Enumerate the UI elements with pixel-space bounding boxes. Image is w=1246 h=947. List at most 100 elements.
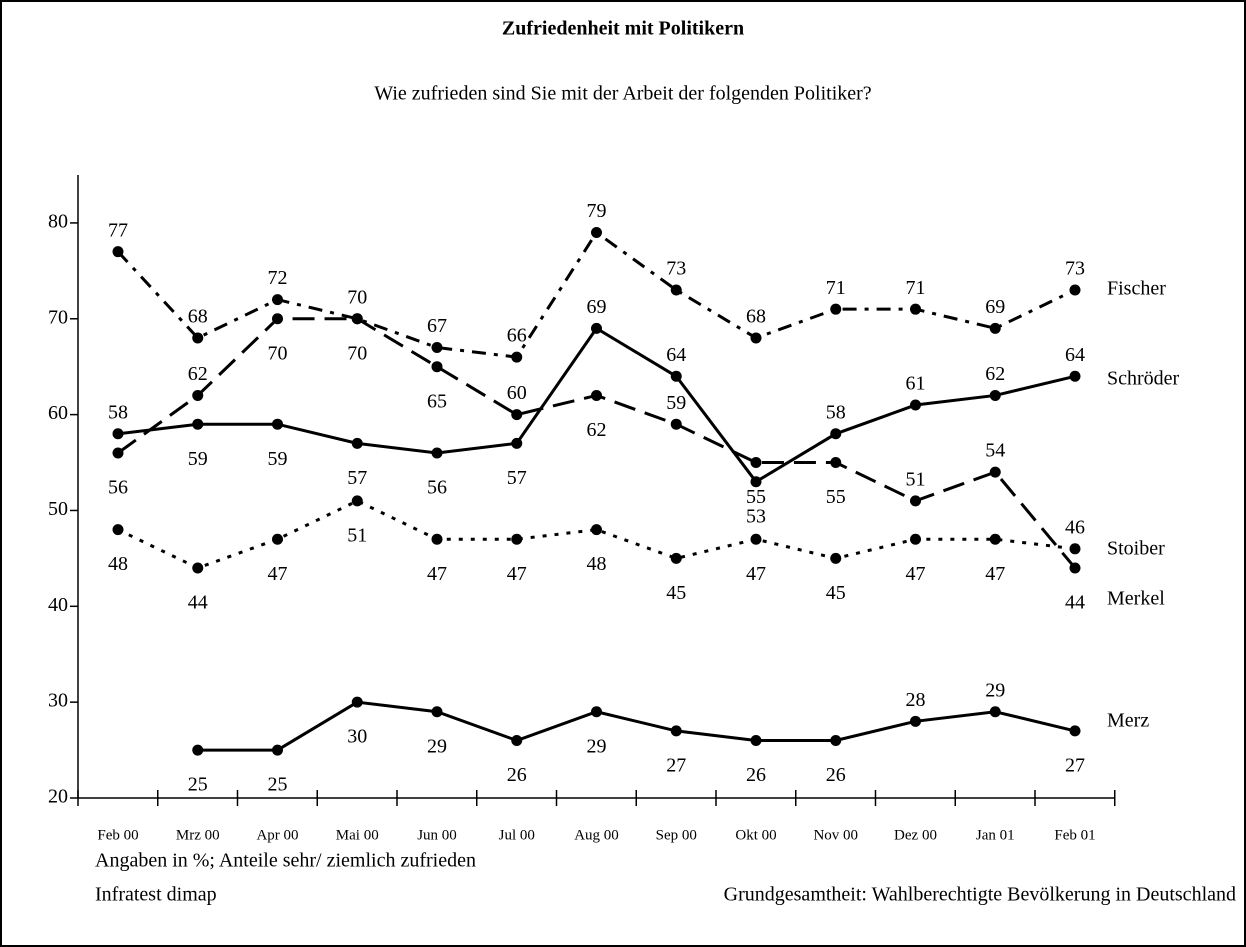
- x-tick-label: Feb 01: [1054, 827, 1095, 843]
- series-line: [197, 700, 1076, 752]
- data-label: 58: [826, 401, 846, 423]
- data-label: 73: [666, 258, 686, 280]
- data-label: 69: [985, 296, 1005, 318]
- data-label: 70: [347, 286, 367, 308]
- data-label: 47: [507, 563, 527, 585]
- point: [670, 418, 682, 430]
- note: Infratest dimap: [95, 884, 217, 906]
- data-label: 62: [985, 363, 1005, 385]
- point: [1069, 543, 1081, 555]
- data-label: 25: [268, 774, 288, 796]
- y-tick-label: 30: [48, 690, 68, 712]
- point: [750, 457, 762, 469]
- data-label: 59: [666, 392, 686, 414]
- legend-label: Merz: [1107, 710, 1149, 732]
- point: [192, 744, 204, 756]
- data-label: 51: [347, 524, 367, 546]
- data-label: 64: [666, 344, 686, 366]
- y-tick-label: 20: [48, 786, 68, 808]
- point: [192, 332, 204, 344]
- x-tick-label: Mai 00: [336, 827, 379, 843]
- point: [830, 552, 842, 564]
- point: [511, 437, 523, 449]
- data-label: 57: [507, 467, 527, 489]
- data-label: 58: [108, 401, 128, 423]
- point: [511, 409, 523, 421]
- point: [750, 332, 762, 344]
- point: [1069, 370, 1081, 382]
- point: [830, 428, 842, 440]
- data-label: 44: [1065, 592, 1085, 614]
- data-label: 71: [906, 277, 926, 299]
- series-line: [116, 230, 1076, 359]
- point: [351, 495, 363, 507]
- data-label: 79: [587, 200, 607, 222]
- point: [1069, 725, 1081, 737]
- point: [192, 389, 204, 401]
- x-tick-label: Aug 00: [574, 827, 619, 843]
- point: [272, 418, 283, 430]
- x-tick-label: Nov 00: [813, 827, 858, 843]
- data-label: 48: [587, 553, 607, 575]
- data-label: 47: [985, 563, 1005, 585]
- point: [431, 342, 443, 354]
- data-label: 27: [1065, 755, 1085, 777]
- point: [591, 524, 602, 536]
- point: [112, 246, 124, 258]
- point: [351, 696, 363, 708]
- point: [910, 303, 921, 315]
- point: [830, 303, 842, 315]
- point: [431, 361, 443, 373]
- data-label: 48: [108, 553, 128, 575]
- x-tick-label: Jul 00: [499, 827, 535, 843]
- data-label: 26: [507, 764, 527, 786]
- x-tick-label: Jun 00: [417, 827, 457, 843]
- y-tick-label: 60: [48, 402, 68, 424]
- data-label: 61: [906, 373, 926, 395]
- data-label: 26: [746, 764, 766, 786]
- point: [670, 725, 682, 737]
- point: [272, 533, 283, 545]
- y-tick-label: 50: [48, 498, 68, 520]
- x-tick-label: Dez 00: [894, 827, 937, 843]
- point: [112, 428, 124, 440]
- point: [431, 533, 443, 545]
- legend-label: Stoiber: [1107, 538, 1165, 560]
- series-line: [117, 326, 1076, 484]
- data-label: 68: [188, 306, 208, 328]
- point: [112, 524, 124, 536]
- point: [511, 533, 523, 545]
- data-label: 60: [507, 382, 527, 404]
- point: [750, 533, 762, 545]
- point: [1069, 284, 1081, 296]
- point: [112, 447, 124, 459]
- data-label: 53: [746, 505, 766, 527]
- point: [591, 389, 602, 401]
- y-tick-label: 70: [48, 306, 68, 328]
- data-label: 73: [1065, 258, 1085, 280]
- x-tick-label: Apr 00: [256, 827, 298, 843]
- point: [910, 533, 921, 545]
- data-label: 72: [268, 267, 288, 289]
- point: [272, 744, 283, 756]
- data-label: 77: [108, 219, 128, 241]
- data-label: 59: [188, 448, 208, 470]
- data-label: 44: [188, 592, 208, 614]
- data-label: 30: [347, 726, 367, 748]
- data-label: 70: [268, 342, 288, 364]
- chart-subtitle: Wie zufrieden sind Sie mit der Arbeit de…: [374, 83, 872, 105]
- data-label: 27: [666, 755, 686, 777]
- data-label: 54: [985, 440, 1005, 462]
- point: [830, 457, 842, 469]
- data-label: 45: [666, 582, 686, 604]
- point: [910, 399, 921, 411]
- legend-label: Merkel: [1107, 588, 1165, 610]
- note: Angaben in %; Anteile sehr/ ziemlich zuf…: [95, 850, 476, 872]
- data-label: 29: [985, 679, 1005, 701]
- data-label: 51: [906, 468, 926, 490]
- data-label: 62: [587, 419, 607, 441]
- data-label: 59: [268, 448, 288, 470]
- data-label: 65: [427, 390, 447, 412]
- point: [910, 715, 921, 727]
